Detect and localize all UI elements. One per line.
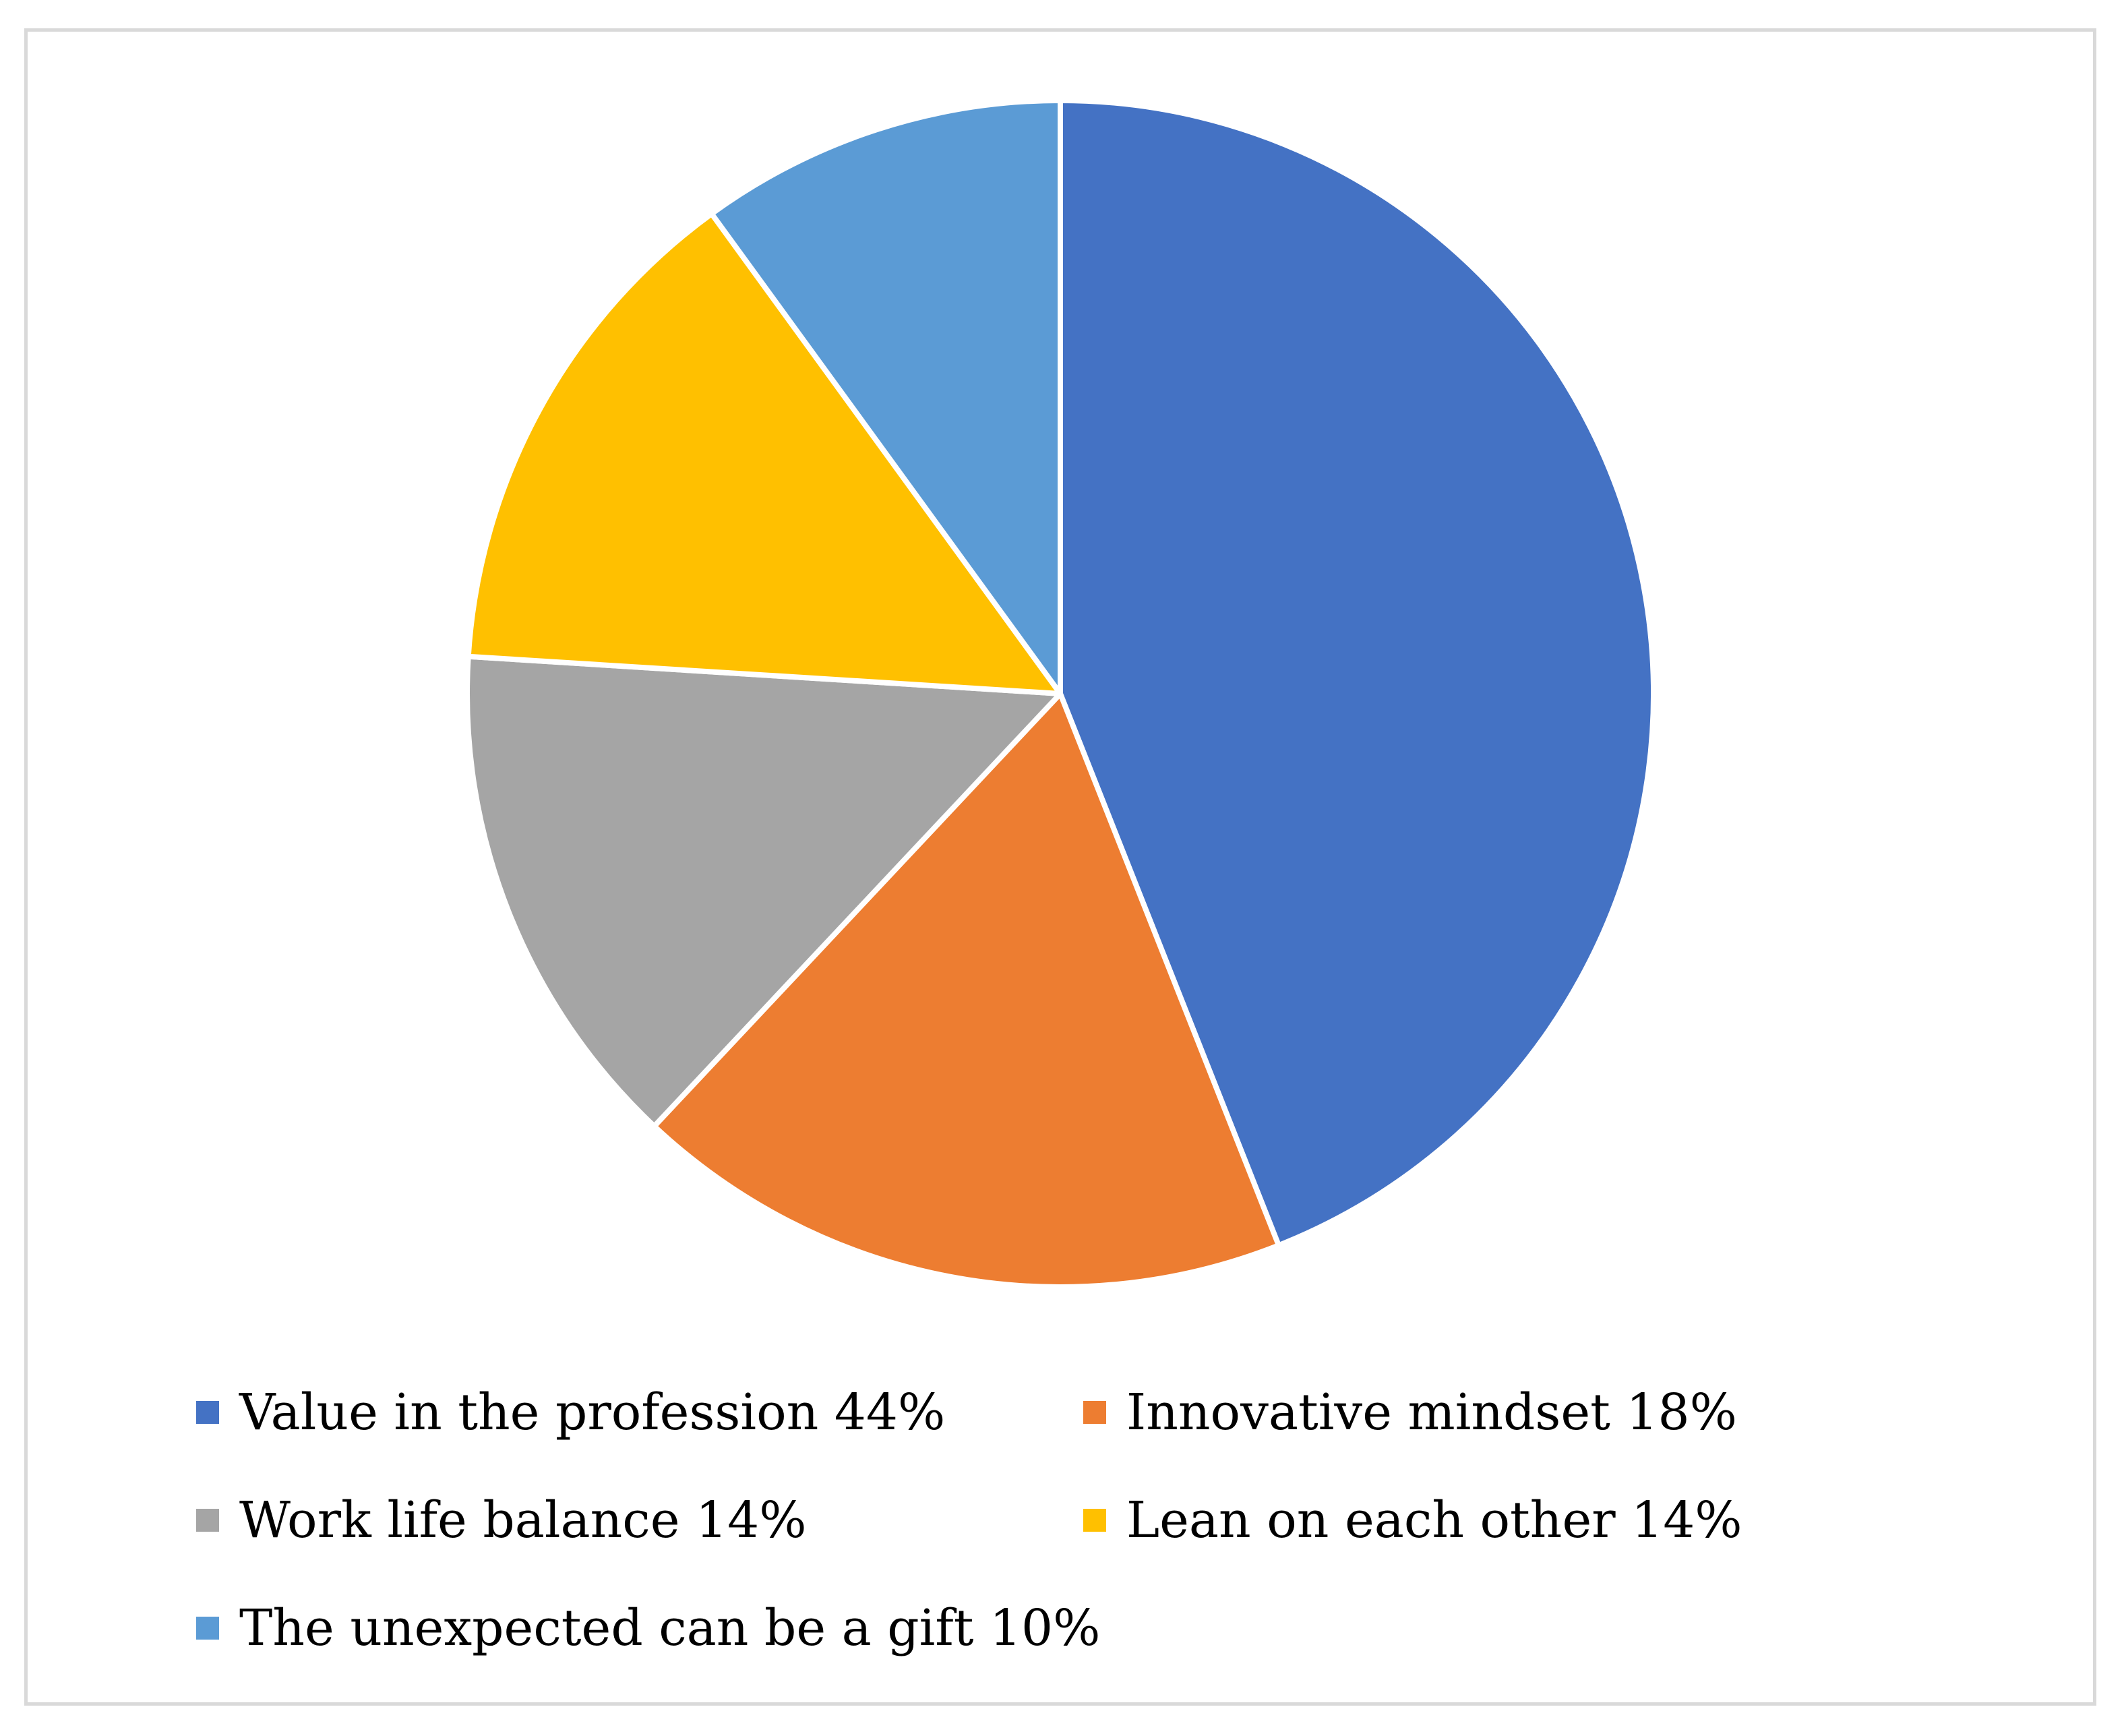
pie-slice-value-in-the-profession — [1058, 98, 1656, 1249]
legend-swatch-value-in-the-profession — [196, 1401, 219, 1424]
legend-item-the-unexpected-can-be-a-gift: The unexpected can be a gift 10% — [196, 1591, 1100, 1665]
legend-label-innovative-mindset: Innovative mindset 18% — [1126, 1383, 1737, 1441]
pie-slice-the-unexpected-can-be-a-gift — [708, 98, 1063, 696]
pie-slice-work-life-balance — [464, 653, 1063, 1129]
legend-label-lean-on-each-other: Lean on each other 14% — [1126, 1491, 1742, 1549]
legend-label-work-life-balance: Work life balance 14% — [239, 1491, 807, 1549]
pie-slice-innovative-mindset — [651, 691, 1281, 1290]
legend-label-the-unexpected-can-be-a-gift: The unexpected can be a gift 10% — [239, 1599, 1101, 1657]
legend-swatch-the-unexpected-can-be-a-gift — [196, 1617, 219, 1640]
pie-slice-lean-on-each-other — [465, 211, 1063, 696]
pie-chart — [464, 98, 1656, 1290]
legend-swatch-work-life-balance — [196, 1509, 219, 1532]
legend-swatch-innovative-mindset — [1083, 1401, 1106, 1424]
legend-label-value-in-the-profession: Value in the profession 44% — [239, 1383, 946, 1441]
legend-item-lean-on-each-other: Lean on each other 14% — [1083, 1483, 1742, 1557]
legend-item-value-in-the-profession: Value in the profession 44% — [196, 1375, 945, 1449]
chart-frame: Value in the profession 44% Innovative m… — [24, 28, 2096, 1706]
legend-item-innovative-mindset: Innovative mindset 18% — [1083, 1375, 1737, 1449]
legend-swatch-lean-on-each-other — [1083, 1509, 1106, 1532]
legend-item-work-life-balance: Work life balance 14% — [196, 1483, 807, 1557]
